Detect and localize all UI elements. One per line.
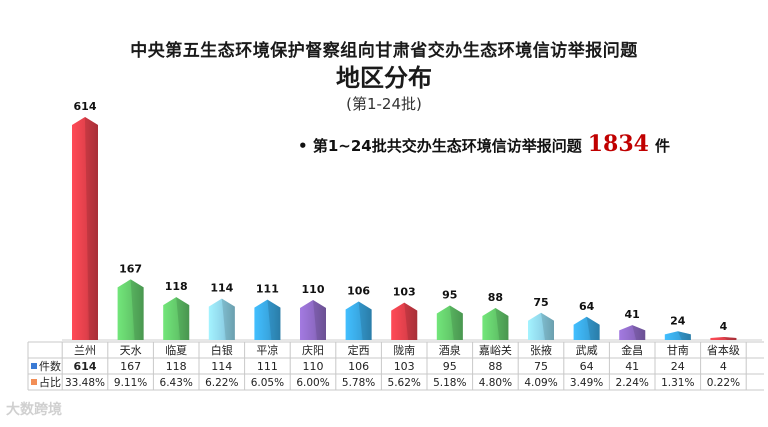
chart-value-label: 4 [720, 320, 728, 333]
share-cell: 2.24% [616, 377, 649, 389]
share-cell: 5.78% [342, 377, 375, 389]
share-cell: 3.49% [570, 377, 603, 389]
count-cell: 64 [580, 360, 594, 373]
category-label: 天水 [120, 344, 142, 357]
count-cell: 114 [211, 360, 232, 373]
count-cell: 118 [166, 360, 187, 373]
chart-bar-side [358, 301, 372, 340]
category-label: 武威 [576, 344, 598, 357]
count-cell: 111 [257, 360, 278, 373]
chart-bar-side [449, 305, 463, 340]
category-label: 甘南 [667, 344, 689, 357]
chart-subtitle: 地区分布 [336, 64, 432, 92]
chart-bar-side [176, 297, 190, 340]
share-cell: 6.43% [160, 377, 193, 389]
chart-value-label: 64 [579, 300, 595, 313]
chart-bar-side [130, 279, 144, 340]
share-cell: 0.22% [707, 377, 740, 389]
share-cell: 5.18% [433, 377, 466, 389]
summary-unit: 件 [654, 137, 670, 155]
summary-bullet: • [298, 137, 308, 155]
share-cell: 4.09% [524, 377, 557, 389]
count-cell: 24 [671, 360, 685, 373]
count-row-label: 件数 [39, 360, 61, 373]
share-cell: 6.22% [205, 377, 238, 389]
watermark: 大数跨境 [6, 402, 62, 418]
chart-value-label: 75 [533, 296, 548, 309]
chart-value-label: 111 [256, 283, 279, 296]
share-cell: 33.48% [65, 377, 105, 389]
chart-bar-side [85, 117, 98, 340]
chart-value-label: 118 [165, 280, 188, 293]
chart-value-label: 167 [119, 262, 142, 275]
summary-line: • 第1~24批共交办生态环境信访举报问题 1834 件 [298, 131, 670, 157]
chart-bar-side [221, 298, 235, 340]
category-label: 定西 [348, 343, 370, 357]
count-cell: 110 [303, 360, 324, 373]
chart-value-label: 95 [442, 288, 457, 301]
chart-value-label: 106 [347, 285, 370, 298]
batch-range-label: (第1-24批) [346, 95, 422, 113]
category-label: 兰州 [74, 344, 96, 357]
count-cell: 95 [443, 360, 457, 373]
chart-value-label: 24 [670, 314, 686, 327]
category-label: 陇南 [393, 343, 415, 357]
category-label: 酒泉 [439, 343, 461, 357]
count-cell: 106 [348, 360, 369, 373]
chart-value-label: 114 [210, 282, 233, 295]
chart-bar-side [677, 331, 691, 340]
chart-bar-side [404, 302, 418, 340]
category-label: 庆阳 [302, 343, 324, 357]
category-label: 平凉 [256, 343, 278, 357]
chart-bar-side [541, 312, 554, 340]
chart-bar-side [586, 316, 600, 340]
category-label: 嘉峪关 [479, 343, 512, 357]
share-cell: 6.05% [251, 377, 284, 389]
category-label: 张掖 [530, 343, 552, 357]
chart-value-label: 110 [302, 283, 325, 296]
chart-bar-side [495, 308, 509, 340]
chart-value-label: 88 [488, 291, 503, 304]
share-cell: 1.31% [661, 377, 694, 389]
category-label: 金昌 [621, 343, 643, 357]
count-cell: 41 [625, 360, 639, 373]
chart-bar-side [313, 300, 326, 340]
chart-bar-side [267, 299, 281, 340]
count-cell: 614 [74, 360, 97, 373]
count-cell: 88 [488, 360, 502, 373]
share-cell: 6.00% [296, 377, 329, 389]
count-cell: 75 [534, 360, 548, 373]
share-legend-marker [31, 379, 37, 385]
share-cell: 9.11% [114, 377, 147, 389]
share-row-label: 占比 [39, 375, 61, 389]
count-cell: 4 [720, 360, 727, 373]
category-label: 临夏 [165, 343, 187, 357]
category-label: 省本级 [707, 343, 740, 357]
chart-value-label: 614 [74, 100, 97, 113]
chart-title: 中央第五生态环境保护督察组向甘肃省交办生态环境信访举报问题 [130, 41, 638, 61]
chart-bar-side [632, 325, 646, 340]
count-legend-marker [31, 363, 37, 369]
summary-total: 1834 [587, 131, 649, 157]
count-cell: 103 [394, 360, 415, 373]
share-cell: 4.80% [479, 377, 512, 389]
chart-bar-side [723, 337, 737, 340]
category-label: 白银 [211, 343, 233, 357]
chart-value-label: 41 [625, 308, 640, 321]
count-cell: 167 [120, 360, 141, 373]
summary-prefix: 第1~24批共交办生态环境信访举报问题 [312, 137, 582, 155]
share-cell: 5.62% [388, 377, 421, 389]
chart-value-label: 103 [393, 286, 416, 299]
